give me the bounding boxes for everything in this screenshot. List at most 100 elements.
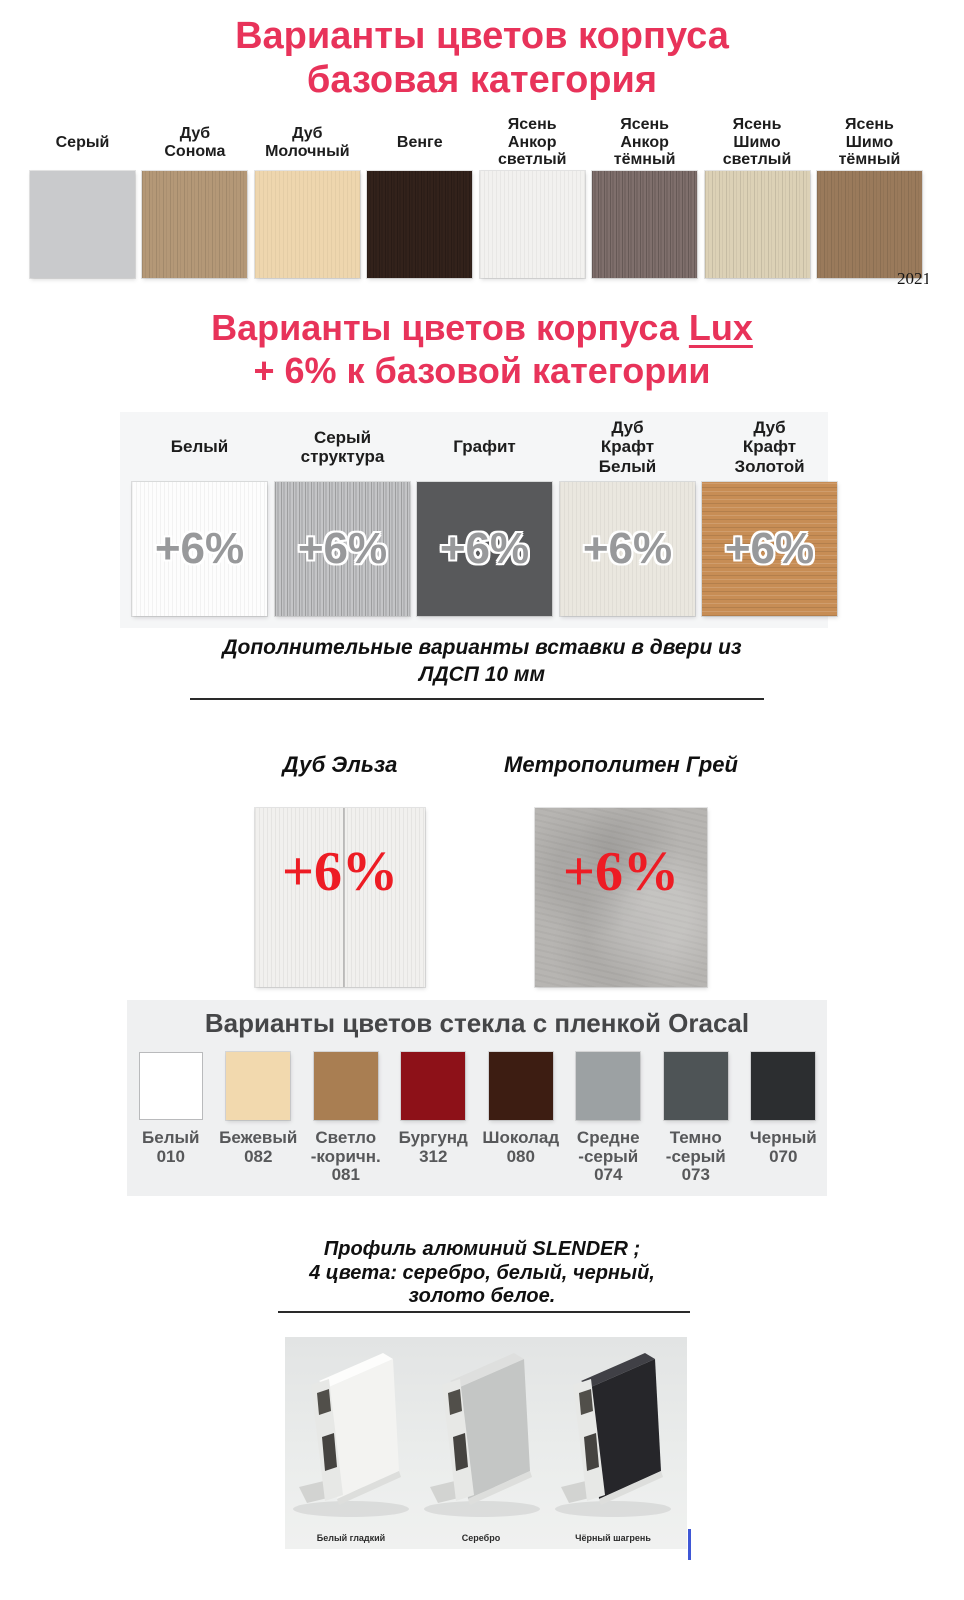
swatch-label: Дуб Крафт Белый [598,418,657,476]
color-swatch [30,171,135,278]
color-swatch: +6% [535,808,707,987]
swatch-label: Дуб Молочный [265,124,350,160]
color-swatch: +6% [255,808,425,987]
swatch-label: Дуб Сонома [164,124,226,160]
color-swatch: +6% [702,482,837,616]
profile-illustration [424,1353,540,1517]
surcharge-badge: +6% [282,841,398,903]
profile-label: Белый гладкий [316,1533,386,1543]
swatch-cell: Шоколад 080 [477,1052,565,1185]
lux-title-line2: + 6% к базовой категории [253,350,711,392]
text-cursor-artifact [688,1529,691,1560]
swatch-cell: Средне -серый 074 [565,1052,653,1185]
color-swatch: +6% [275,482,410,616]
swatch-cell: Белый +6% [132,412,267,628]
profile-label: Серебро [461,1533,501,1543]
surcharge-badge: +6% [297,524,388,573]
surcharge-badge: +6% [154,524,245,573]
profile-illustration [293,1353,409,1517]
swatch-cell: Черный 070 [740,1052,828,1185]
swatch-label: Серый [55,133,110,151]
swatch-cell: Ясень Шимо светлый [704,114,810,278]
base-section-title: Варианты цветов корпуса базовая категори… [235,15,729,102]
color-swatch [401,1052,466,1120]
color-swatch [254,171,360,278]
color-swatch [576,1052,641,1120]
color-swatch: +6% [560,482,695,616]
surcharge-badge: +6% [439,524,530,573]
color-swatch [226,1052,291,1120]
swatch-cell: Бургунд 312 [390,1052,478,1185]
swatch-label: Метрополитен Грей [504,752,738,777]
swatch-cell: Дуб Крафт Белый +6% [560,412,695,628]
swatch-cell: Серый структура +6% [275,412,410,628]
surcharge-badge: +6% [724,524,815,573]
swatch-label: Темно -серый 073 [665,1128,726,1185]
ldsp-section-title: Дополнительные варианты вставки в двери … [222,636,742,687]
swatch-label: Черный 070 [749,1128,817,1166]
profile-illustration [555,1353,671,1517]
swatch-label: Бежевый 082 [219,1128,298,1166]
profile-label: Чёрный шагрень [575,1533,651,1543]
color-swatch [488,1052,553,1120]
swatch-label: Дуб Крафт Золотой [734,418,805,476]
color-swatch [663,1052,728,1120]
swatch-label: Ясень Шимо тёмный [838,115,901,169]
swatch-cell: Бежевый 082 [215,1052,303,1185]
lux-title-prefix: Варианты цветов корпуса [211,307,689,348]
lux-title-line1: Варианты цветов корпуса Lux [0,306,964,349]
color-swatch [751,1052,816,1120]
profiles-illustration [293,1353,671,1517]
color-swatch [479,171,585,278]
swatch-label: Шоколад 080 [482,1128,560,1166]
swatch-cell: Венге [367,114,473,278]
color-swatch: +6% [132,482,267,616]
swatch-cell: Ясень Шимо тёмный [816,114,922,278]
year-watermark: 2021 [897,269,928,288]
swatch-cell: Дуб Молочный [254,114,360,278]
swatch-label: Светло -коричн. 081 [310,1128,381,1185]
swatch-cell: Белый 010 [127,1052,215,1185]
base-swatch-row: Серый Дуб Сонома Дуб Молочный Венге Ясень Ан… [30,114,922,278]
swatch-label: Белый [170,437,229,457]
swatch-label: Ясень Анкор тёмный [613,115,676,169]
lux-title-lux: Lux [688,307,753,348]
swatch-label: Средне -серый 074 [576,1128,640,1185]
slender-divider [278,1311,690,1313]
swatch-label: Дуб Эльза [282,752,398,777]
swatch-cell: Ясень Анкор тёмный [592,114,698,278]
swatch-cell: Метрополитен Грей +6% [504,752,738,987]
oracal-swatch-row: Белый 010 Бежевый 082 Светло -коричн. 081 Б… [127,1052,827,1185]
swatch-cell: Светло -коричн. 081 [302,1052,390,1185]
color-swatch [816,171,922,278]
surcharge-badge: +6% [582,524,673,573]
swatch-cell: Темно -серый 073 [652,1052,740,1185]
color-swatch [704,171,810,278]
profiles-photo: Белый гладкий Серебро Чёрный шагрень [285,1337,687,1549]
color-swatch [367,171,473,278]
surcharge-badge: +6% [563,841,679,903]
color-swatch: +6% [417,482,552,616]
lux-swatch-panel: Белый +6% Серый структура +6% Графит +6% Дуб К… [120,412,837,628]
swatch-label: Ясень Анкор светлый [497,115,567,169]
oracal-title: Варианты цветов стекла с пленкой Oracal [204,1008,750,1038]
color-swatch [138,1052,203,1120]
swatch-cell: Дуб Крафт Золотой +6% [702,412,837,628]
swatch-cell: Дуб Сонома [142,114,248,278]
swatch-cell: Графит +6% [417,412,552,628]
color-swatch [592,171,698,278]
swatch-cell: Серый [30,114,135,278]
swatch-label: Серый структура [300,427,385,466]
ldsp-divider [190,698,764,700]
lux-section-title: Варианты цветов корпуса Lux + 6% к базов… [0,306,964,392]
color-swatch [313,1052,378,1120]
oracal-panel: Варианты цветов стекла с пленкой Oracal … [127,1000,827,1196]
swatch-cell: Ясень Анкор светлый [479,114,585,278]
slender-section-title: Профиль алюминий SLENDER ; 4 цвета: сере… [309,1238,655,1308]
color-swatch [142,171,248,278]
swatch-label: Ясень Шимо светлый [722,115,792,169]
swatch-label: Бургунд 312 [398,1128,468,1166]
swatch-label: Графит [453,437,516,457]
swatch-label: Венге [396,133,443,151]
